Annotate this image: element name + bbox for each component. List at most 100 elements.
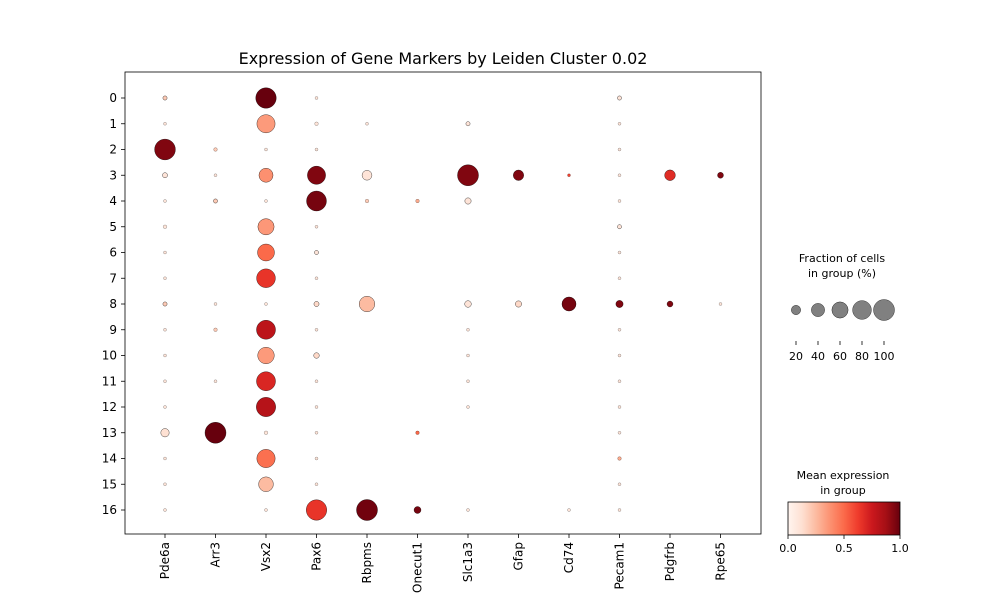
dot-2-Pde6a xyxy=(154,138,176,161)
dot-4-Arr3 xyxy=(213,198,218,204)
dot-16-Pecam1 xyxy=(617,508,622,512)
dot-9-Slc1a3 xyxy=(466,328,470,332)
dot-2-Pax6 xyxy=(314,147,319,152)
size-legend-dot xyxy=(873,299,895,321)
dot-5-Pecam1 xyxy=(617,224,622,230)
dot-0-Pecam1 xyxy=(617,95,622,101)
dot-10-Vsx2 xyxy=(257,347,275,364)
x-tick-label: Arr3 xyxy=(209,542,223,568)
color-legend-bar xyxy=(787,501,901,536)
dot-3-Gfap xyxy=(513,169,524,181)
dot-11-Slc1a3 xyxy=(466,379,470,383)
dot-3-Slc1a3 xyxy=(457,164,479,186)
dot-6-Pax6 xyxy=(314,250,319,255)
dot-8-Rbpms xyxy=(359,296,375,312)
y-tick-label: 13 xyxy=(102,426,117,440)
size-legend-dot xyxy=(811,303,825,317)
dot-8-Arr3 xyxy=(213,302,218,306)
size-legend-dot xyxy=(852,300,872,320)
dot-11-Pax6 xyxy=(314,379,319,383)
dot-10-Slc1a3 xyxy=(466,353,470,358)
dot-9-Pecam1 xyxy=(617,328,622,332)
dot-3-Pde6a xyxy=(162,172,168,178)
y-tick-label: 7 xyxy=(109,271,117,285)
dot-3-Rpe65 xyxy=(717,172,724,179)
y-tick-label: 9 xyxy=(109,323,117,337)
x-tick-label: Gfap xyxy=(512,542,526,571)
y-tick-label: 5 xyxy=(109,220,117,234)
size-legend-dots: 20 40 60 80 100 xyxy=(789,299,895,363)
dot-15-Pde6a xyxy=(163,482,167,486)
dot-3-Pecam1 xyxy=(617,173,622,177)
x-tick-label: Pecam1 xyxy=(613,542,627,589)
dot-14-Vsx2 xyxy=(256,449,276,468)
size-legend-dot xyxy=(831,301,849,319)
size-legend-title-line2: in group (%) xyxy=(808,267,876,280)
size-legend-dot xyxy=(791,305,801,315)
size-legend-tick-label: 40 xyxy=(811,350,825,363)
y-tick-label: 14 xyxy=(102,452,117,466)
plot-frame xyxy=(124,71,762,535)
dot-12-Pax6 xyxy=(314,405,319,409)
dot-5-Pde6a xyxy=(163,224,167,229)
dot-4-Pecam1 xyxy=(617,199,622,203)
y-tick-label: 15 xyxy=(102,477,117,491)
size-legend: Fraction of cells in group (%) 20 40 60 80 1… xyxy=(789,252,895,363)
dot-4-Slc1a3 xyxy=(464,197,472,205)
dot-4-Vsx2 xyxy=(264,199,268,203)
dot-1-Rbpms xyxy=(365,122,369,126)
y-tick-label: 2 xyxy=(109,143,117,157)
dot-9-Pde6a xyxy=(163,328,167,332)
dot-5-Vsx2 xyxy=(257,218,275,236)
dot-2-Arr3 xyxy=(213,147,218,152)
dot-10-Pde6a xyxy=(163,353,167,358)
dot-8-Vsx2 xyxy=(264,302,268,306)
dot-12-Slc1a3 xyxy=(466,405,470,409)
color-legend-ticks: 0.0 0.5 1.0 xyxy=(779,535,909,555)
dot-15-Pax6 xyxy=(314,482,319,486)
dot-11-Pecam1 xyxy=(617,379,622,383)
dot-11-Arr3 xyxy=(213,379,218,383)
dot-13-Onecut1 xyxy=(415,430,420,435)
dot-0-Pde6a xyxy=(162,95,168,101)
dot-4-Pde6a xyxy=(163,199,167,203)
dot-8-Pecam1 xyxy=(615,300,624,308)
size-legend-tick-label: 100 xyxy=(874,350,895,363)
dot-7-Pde6a xyxy=(163,276,167,280)
dot-8-Rpe65 xyxy=(718,302,723,306)
dot-6-Pecam1 xyxy=(617,250,622,255)
y-tick-label: 8 xyxy=(109,297,117,311)
x-tick-label: Pax6 xyxy=(310,542,324,571)
dot-7-Vsx2 xyxy=(256,268,276,288)
y-tick-label: 16 xyxy=(102,503,117,517)
dot-16-Rbpms xyxy=(356,499,378,521)
dot-2-Vsx2 xyxy=(264,147,268,152)
dot-1-Pecam1 xyxy=(617,122,622,126)
dots-layer xyxy=(154,87,724,521)
color-legend-tick-label: 1.0 xyxy=(891,542,909,555)
x-tick-label: Cd74 xyxy=(562,542,576,573)
dot-10-Pecam1 xyxy=(617,353,622,358)
dot-3-Pdgfrb xyxy=(664,169,676,181)
dot-8-Pde6a xyxy=(162,301,168,307)
x-tick-label: Slc1a3 xyxy=(461,542,475,582)
y-tick-label: 10 xyxy=(102,349,117,363)
dot-8-Slc1a3 xyxy=(464,300,472,308)
x-axis-ticks: Pde6a Arr3 Vsx2 Pax6 Rbpms Onecut1 Slc1a3 Gfap C… xyxy=(158,534,728,593)
dot-1-Vsx2 xyxy=(256,114,276,134)
dot-9-Pax6 xyxy=(314,328,319,332)
dot-9-Arr3 xyxy=(213,327,218,332)
dot-10-Pax6 xyxy=(313,352,320,359)
y-tick-label: 3 xyxy=(109,168,117,182)
dot-13-Arr3 xyxy=(204,422,227,444)
dot-8-Gfap xyxy=(515,300,522,308)
size-legend-tick-label: 60 xyxy=(833,350,847,363)
dot-14-Pax6 xyxy=(314,456,319,461)
dot-0-Vsx2 xyxy=(255,87,277,109)
dot-16-Onecut1 xyxy=(413,506,422,514)
dot-16-Pax6 xyxy=(306,499,327,521)
y-tick-label: 4 xyxy=(109,194,117,208)
dot-4-Pax6 xyxy=(306,190,327,212)
